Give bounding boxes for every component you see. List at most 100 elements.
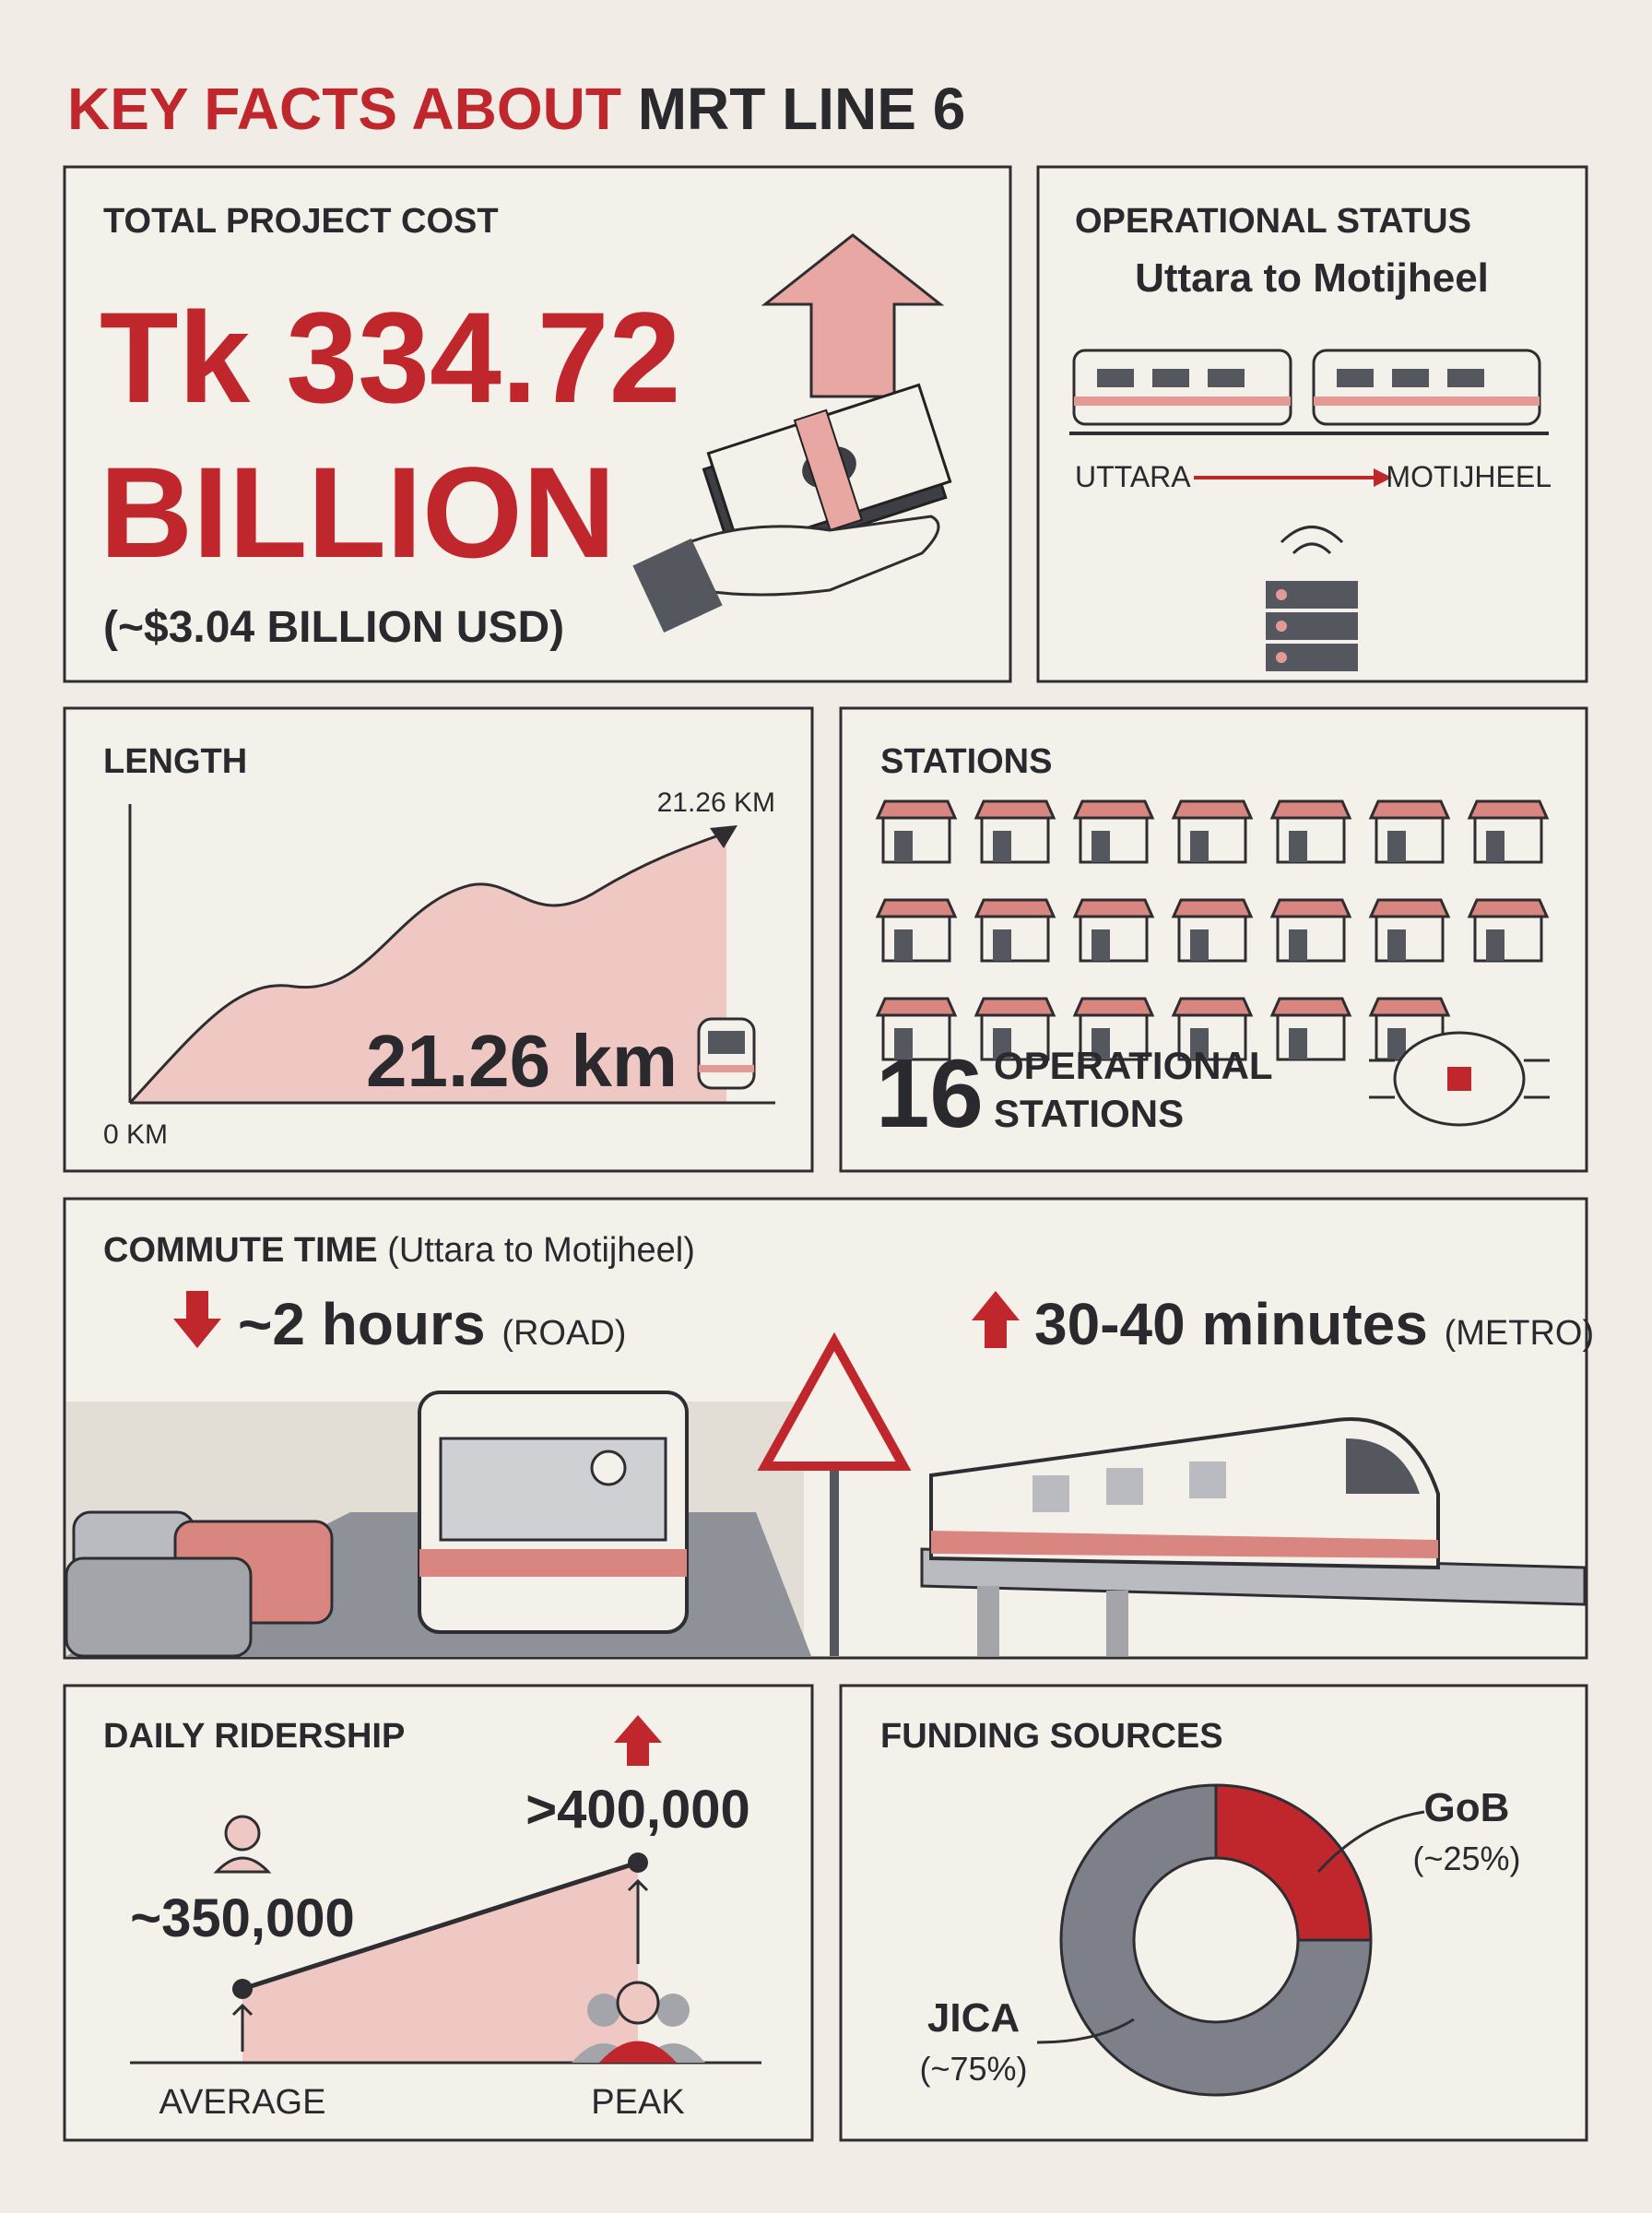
jica-leader	[1036, 2018, 1135, 2044]
station-roof	[974, 799, 1056, 820]
metro-up-arrow	[972, 1291, 1020, 1348]
stations-caption-line: OPERATIONAL	[994, 1044, 1273, 1087]
station-door	[1486, 929, 1504, 961]
length-curve	[128, 831, 727, 1105]
station-body	[980, 816, 1050, 864]
station-door	[1289, 831, 1307, 862]
average-point	[232, 1979, 253, 1999]
status-label: OPERATIONAL STATUS	[1075, 202, 1471, 241]
commute-label: COMMUTE TIME	[103, 1231, 378, 1270]
station-roof	[1072, 997, 1155, 1017]
road-mode: (ROAD)	[502, 1314, 626, 1353]
road-time-text: ~2 hours (ROAD)	[238, 1291, 626, 1357]
station-door	[1190, 831, 1209, 862]
station-body	[1177, 816, 1247, 864]
station-door	[1289, 929, 1307, 961]
station-roof	[1368, 898, 1451, 918]
metro-time-text: 30-40 minutes (METRO)	[1034, 1291, 1594, 1357]
peak-label: PEAK	[591, 2083, 684, 2122]
station-body	[1276, 816, 1346, 864]
station-body	[980, 915, 1050, 963]
station-roof	[1368, 799, 1451, 820]
station-door	[1092, 831, 1110, 862]
station-door	[993, 831, 1011, 862]
length-arrowhead	[710, 825, 738, 848]
title: KEY FACTS ABOUT MRT LINE 6	[67, 76, 965, 142]
metro-scene	[920, 1417, 1587, 1656]
station-roof	[1269, 898, 1352, 918]
station-roof	[875, 898, 958, 918]
station-roof	[974, 898, 1056, 918]
station-door	[894, 1028, 913, 1059]
length-end-label: 21.26 KM	[657, 787, 775, 818]
length-label: LENGTH	[103, 742, 247, 781]
station-door	[993, 1028, 1011, 1059]
station-roof	[1171, 997, 1254, 1017]
station-door	[1092, 1028, 1110, 1059]
station-roof	[1269, 799, 1352, 820]
station-body	[1375, 915, 1445, 963]
stations-count: 16	[876, 1040, 984, 1148]
status-route: Uttara to Motijheel	[1135, 255, 1489, 301]
commute-route: (Uttara to Motijheel)	[387, 1231, 695, 1270]
ridership-label: DAILY RIDERSHIP	[103, 1717, 405, 1756]
metro-mode: (METRO)	[1445, 1314, 1595, 1353]
station-roof	[1072, 799, 1155, 820]
cost-usd: (~$3.04 BILLION USD)	[103, 603, 564, 652]
station-door	[1387, 929, 1406, 961]
jica-label: JICA	[927, 1995, 1020, 2041]
peak-up-arrow	[614, 1715, 662, 1766]
station-body	[1276, 1013, 1346, 1061]
cost-amount: Tk 334.72	[100, 285, 680, 430]
station-roof	[1171, 898, 1254, 918]
station-door	[1190, 929, 1209, 961]
station-roof	[1269, 997, 1352, 1017]
jica-value-label: (~75%)	[919, 2050, 1027, 2088]
cost-unit: BILLION	[100, 440, 616, 585]
metro-time: 30-40 minutes	[1034, 1291, 1428, 1357]
peak-value: >400,000	[525, 1780, 750, 1840]
station-roof	[1072, 898, 1155, 918]
station-body	[1276, 915, 1346, 963]
ridership-panel	[63, 1684, 814, 2142]
station-body	[1079, 816, 1149, 864]
cost-label: TOTAL PROJECT COST	[103, 202, 499, 241]
station-body	[1375, 816, 1445, 864]
commute-heading: COMMUTE TIME (Uttara to Motijheel)	[103, 1231, 695, 1270]
station-roof	[1467, 799, 1550, 820]
title-end: MRT LINE 6	[638, 76, 966, 142]
ridership-line	[242, 1860, 639, 1992]
gob-value-label: (~25%)	[1412, 1840, 1520, 1877]
people-icon	[572, 1981, 705, 2063]
station-roof	[974, 997, 1056, 1017]
gob-leader	[1316, 1810, 1425, 1874]
station-door	[1486, 831, 1504, 862]
donut-slice	[1214, 1783, 1373, 1942]
route-arrowhead	[1374, 468, 1392, 487]
stations-label: STATIONS	[880, 742, 1052, 781]
train-front-icon	[697, 1017, 756, 1090]
train-illustration	[1069, 349, 1549, 435]
average-value: ~350,000	[130, 1888, 355, 1948]
station-door	[1190, 1028, 1209, 1059]
warning-sign	[757, 1331, 912, 1656]
station-roof	[1467, 898, 1550, 918]
peak-point	[628, 1852, 648, 1873]
length-start-label: 0 KM	[103, 1119, 168, 1150]
person-icon	[213, 1815, 272, 1874]
station-door	[1289, 1028, 1307, 1059]
road-down-arrow	[173, 1291, 221, 1348]
station-roof	[1171, 799, 1254, 820]
station-body	[881, 816, 951, 864]
station-door	[1387, 831, 1406, 862]
station-body	[1473, 915, 1543, 963]
title-start: KEY FACTS ABOUT	[67, 76, 621, 142]
money-illustration	[632, 233, 952, 633]
server-icon	[1266, 526, 1358, 671]
station-door	[1092, 929, 1110, 961]
status-to: MOTIJHEEL	[1386, 460, 1552, 493]
stations-caption-line: STATIONS	[994, 1092, 1184, 1135]
average-label: AVERAGE	[159, 2083, 326, 2122]
funding-label: FUNDING SOURCES	[880, 1717, 1223, 1756]
